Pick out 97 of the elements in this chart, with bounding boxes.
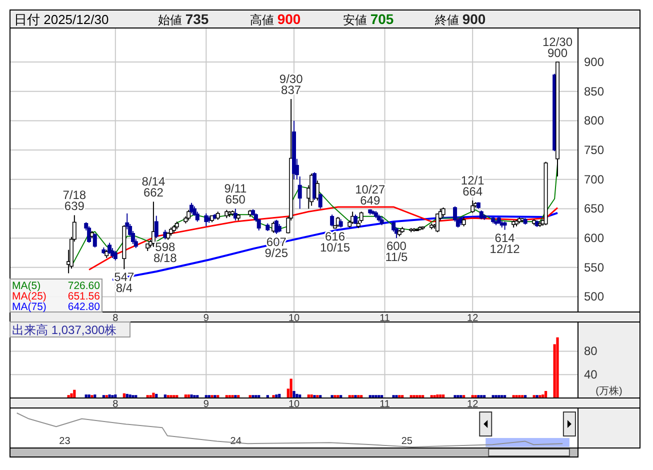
x-tick-label: 9	[203, 313, 210, 324]
x-tick-label: 11	[380, 313, 390, 324]
y-tick-label: 550	[584, 260, 604, 274]
bar	[474, 395, 477, 398]
bar	[536, 395, 538, 398]
candlestick	[315, 180, 320, 202]
chart-title: 日付 2025/12/30	[14, 12, 109, 27]
bar	[90, 395, 94, 398]
bar	[556, 337, 559, 398]
bar	[193, 395, 196, 398]
bar	[477, 395, 480, 398]
bar	[108, 394, 111, 398]
candlestick	[441, 207, 446, 218]
bar	[132, 395, 134, 398]
bar	[292, 390, 296, 398]
text: MA(5) 726.60	[12, 280, 100, 292]
bar	[416, 395, 418, 398]
annotation: 616 10/15	[320, 230, 350, 255]
y-tick-label: 800	[584, 114, 604, 128]
x-tick-label: 11	[380, 399, 390, 410]
x-tick-label: 23	[59, 436, 71, 447]
candlestick	[113, 250, 118, 261]
annotation: 12/30 900	[542, 35, 573, 60]
candlestick	[330, 214, 334, 227]
bar	[412, 395, 416, 398]
bar	[152, 392, 155, 398]
text: 終値 900	[434, 11, 486, 27]
bar	[190, 394, 193, 398]
y-tick-label: 40	[584, 368, 598, 382]
bar	[395, 395, 398, 398]
bar	[231, 395, 234, 398]
candlestick	[274, 219, 278, 234]
bar	[313, 395, 316, 398]
candlestick	[353, 214, 358, 224]
x-tick-label: 12	[467, 399, 479, 410]
candlestick	[186, 209, 191, 221]
bar	[454, 395, 456, 398]
y-tick-label: 650	[584, 202, 604, 216]
text: MA(25) 651.56	[12, 290, 100, 302]
bar	[252, 395, 254, 398]
y-tick-label: 500	[584, 290, 604, 304]
bar	[70, 393, 73, 398]
bar	[433, 395, 436, 398]
bar	[172, 395, 176, 398]
x-tick-label: 24	[230, 436, 242, 447]
bar	[494, 395, 498, 398]
y-tick-label: 600	[584, 231, 604, 246]
annotation: 9/30 837	[279, 72, 304, 97]
x-tick-label: 8	[112, 313, 119, 324]
bar	[290, 378, 292, 398]
x-tick-label: 10	[288, 313, 300, 324]
bar	[128, 394, 132, 398]
bar	[170, 395, 172, 398]
annotation: 9/11 650	[224, 182, 247, 207]
annotation: 600 11/5	[385, 239, 408, 264]
annotation: 7/18 639	[62, 188, 86, 214]
y-tick-label: 750	[584, 143, 604, 158]
x-tick-label: 8	[112, 399, 119, 410]
x-tick-label: 12	[467, 313, 479, 324]
annotation: 614 12/12	[490, 230, 520, 256]
bar	[354, 395, 357, 398]
chart-title: 出来高 1,037,300株	[12, 323, 117, 337]
y-tick-label: 850	[584, 84, 604, 98]
candlestick	[298, 176, 302, 210]
bar	[210, 395, 214, 398]
x-tick-label: 9	[203, 399, 210, 410]
text: 安値 705	[343, 11, 394, 27]
x-tick-label: 25	[401, 436, 413, 447]
text: MA(75) 642.80	[12, 301, 100, 313]
candlestick	[108, 242, 112, 254]
bar	[111, 395, 114, 398]
candlestick	[92, 232, 97, 248]
y-tick-label: 80	[584, 344, 598, 358]
candlestick	[470, 200, 475, 214]
candlestick	[154, 215, 158, 239]
y-axis-title: (万株)	[596, 385, 622, 397]
bar	[149, 395, 152, 398]
bar	[334, 395, 336, 398]
line-series	[111, 212, 559, 281]
bar	[392, 395, 395, 398]
bar	[515, 395, 518, 398]
candlestick	[462, 216, 466, 227]
text: 始値 735	[158, 11, 209, 27]
bar	[272, 395, 275, 398]
annotation: 10/27 649	[355, 182, 386, 208]
y-tick-label: 700	[584, 172, 604, 186]
bar	[374, 395, 378, 398]
text: 高値 900	[250, 11, 301, 27]
annotation: 8/14 662	[142, 174, 166, 200]
candlestick	[318, 192, 322, 210]
line-series	[88, 206, 558, 270]
y-tick-label: 900	[584, 55, 604, 70]
annotation: 598 8/18	[153, 240, 178, 266]
bar	[456, 395, 460, 398]
bar	[436, 394, 439, 398]
annotation: 12/1 664	[460, 174, 485, 199]
x-tick-label: 10	[288, 399, 300, 410]
